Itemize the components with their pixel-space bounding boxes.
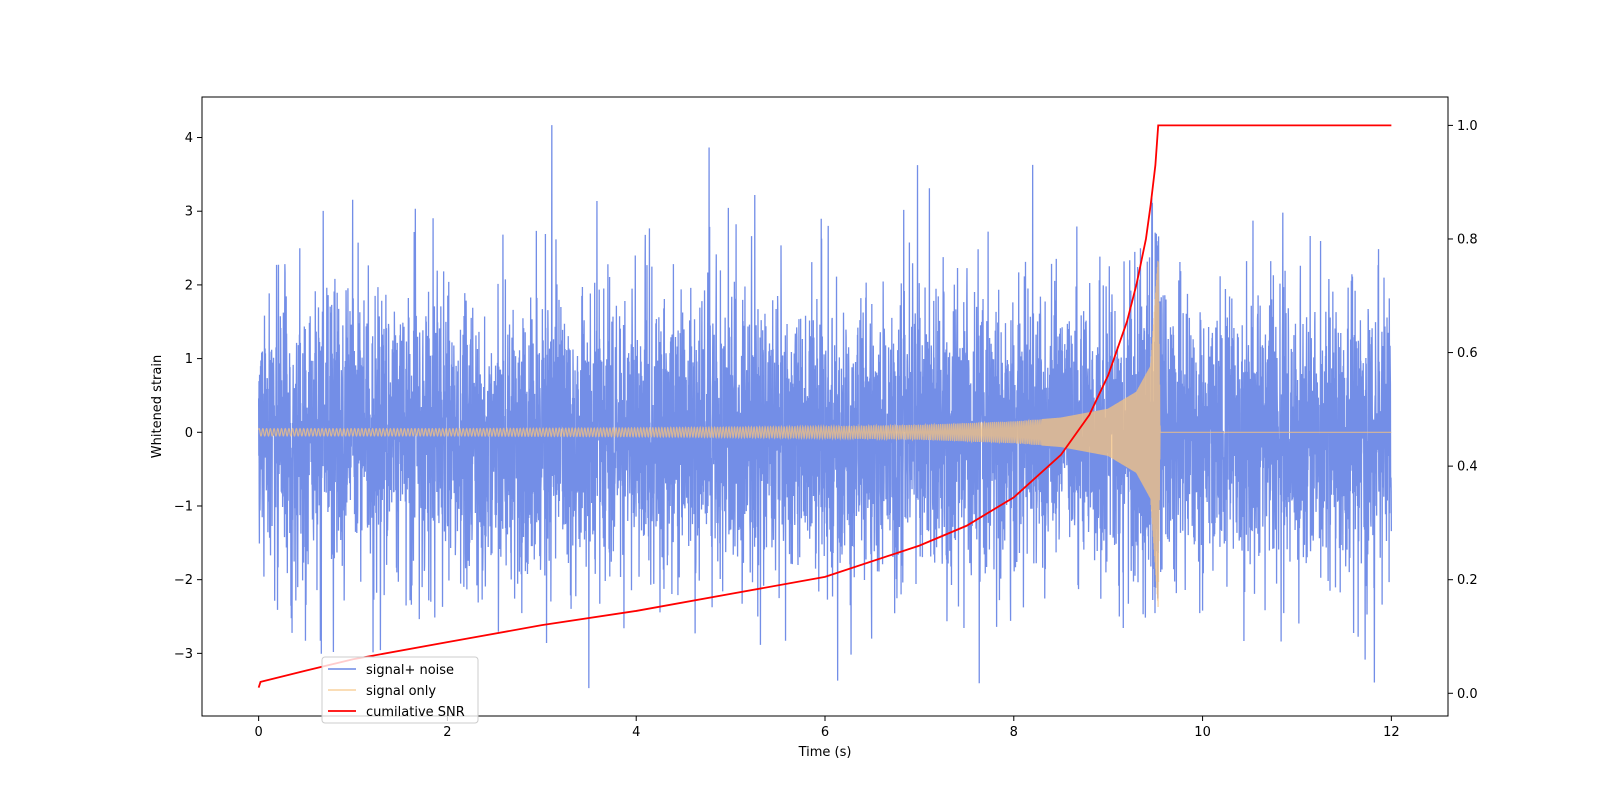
x-tick-label: 4 [632, 725, 640, 740]
x-tick-label: 0 [254, 725, 262, 740]
y-axis-left: 4 3 2 1 0 −1 −2 −3 [174, 131, 202, 662]
x-axis: 0 2 4 6 8 10 12 [254, 716, 1400, 740]
y-axis-right: 1.0 0.8 0.6 0.4 0.2 0.0 [1448, 119, 1478, 702]
y-tick-label: −3 [174, 647, 193, 662]
y2-tick-label: 0.8 [1457, 232, 1478, 247]
legend: signal+ noise signal only cumilative SNR [321, 656, 479, 724]
y-tick-label: −1 [174, 499, 193, 514]
x-tick-label: 8 [1010, 725, 1018, 740]
legend-label: signal+ noise [366, 663, 454, 678]
y2-tick-label: 1.0 [1457, 119, 1478, 134]
y-axis-label: Whitened strain [150, 355, 165, 458]
y-tick-label: 0 [185, 426, 193, 441]
y2-tick-label: 0.0 [1457, 687, 1478, 702]
y2-tick-label: 0.4 [1457, 460, 1478, 475]
y-tick-label: 3 [185, 205, 193, 220]
x-tick-label: 6 [821, 725, 829, 740]
y-tick-label: 2 [185, 278, 193, 293]
y2-tick-label: 0.2 [1457, 573, 1478, 588]
plot-series [257, 124, 1393, 689]
y-tick-label: −2 [174, 573, 193, 588]
x-axis-label: Time (s) [798, 745, 852, 760]
legend-label: signal only [366, 684, 436, 699]
legend-label: cumilative SNR [366, 705, 465, 720]
series-signal-only [258, 260, 1392, 608]
x-tick-label: 12 [1383, 725, 1400, 740]
y-tick-label: 4 [185, 131, 193, 146]
y-tick-label: 1 [185, 352, 193, 367]
series-cumilative-snr [257, 124, 1392, 688]
x-tick-label: 2 [443, 725, 451, 740]
x-tick-label: 10 [1194, 725, 1211, 740]
legend-box [321, 656, 479, 724]
y2-tick-label: 0.6 [1457, 346, 1478, 361]
series-signal-plus-noise [257, 125, 1393, 689]
